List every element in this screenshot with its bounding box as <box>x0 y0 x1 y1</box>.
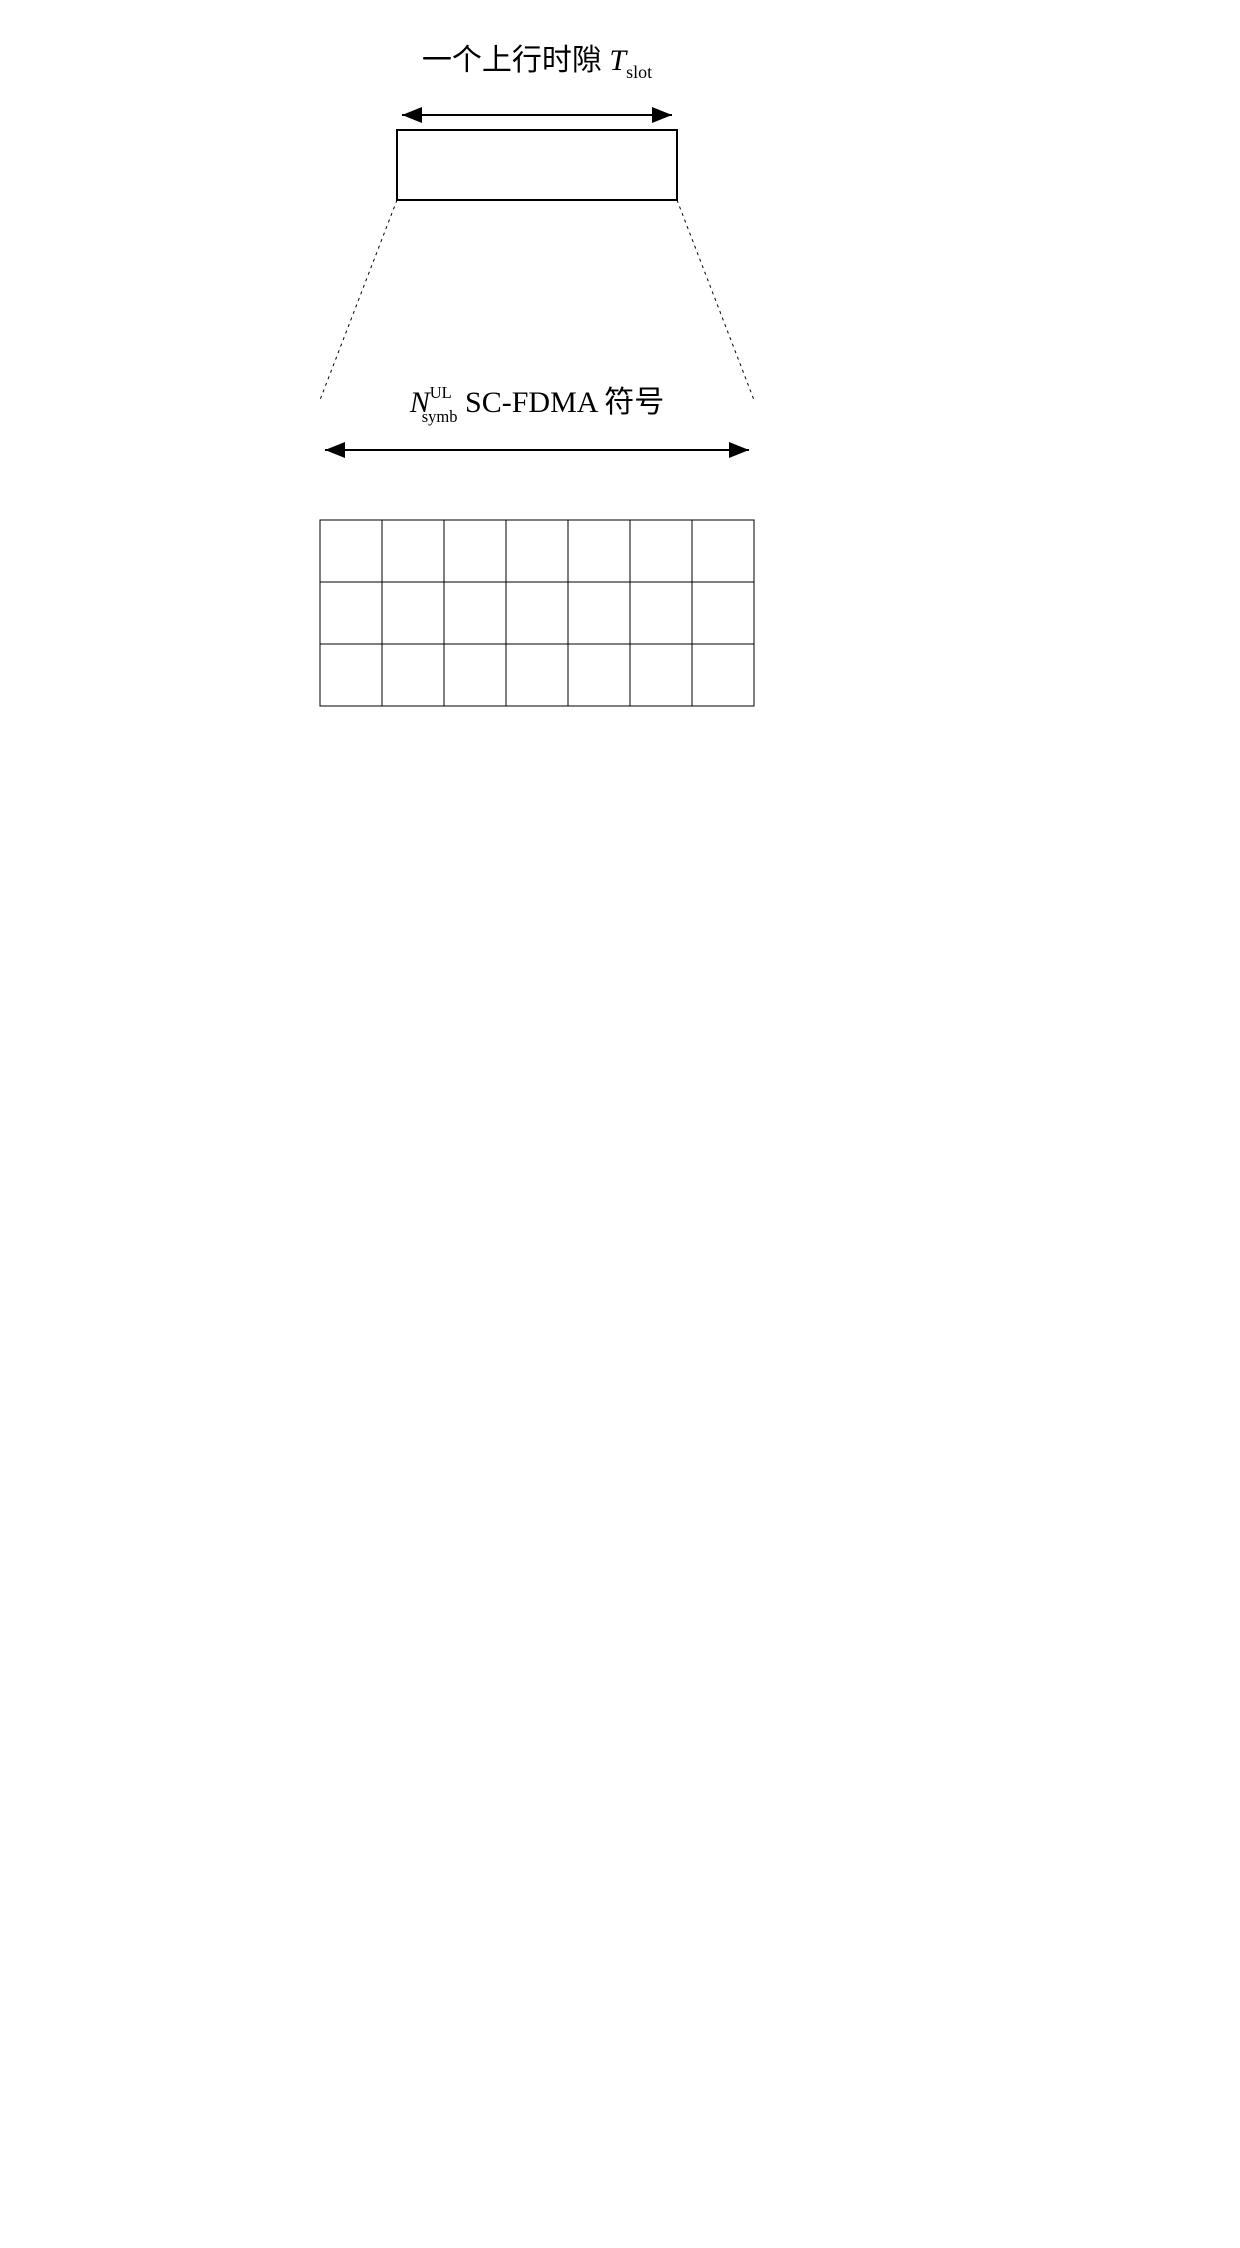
slot-box <box>397 130 677 200</box>
grid-cell <box>630 582 692 644</box>
slot-label: 一个上行时隙 Tslot <box>422 44 652 82</box>
guide-line-left <box>320 200 397 400</box>
grid-cell <box>692 644 754 706</box>
grid-cell <box>506 582 568 644</box>
grid-cell <box>320 644 382 706</box>
grid-cell <box>444 644 506 706</box>
grid-cell <box>568 644 630 706</box>
grid-cell <box>568 520 630 582</box>
grid-cell <box>506 644 568 706</box>
grid-cell <box>630 644 692 706</box>
guide-line-right <box>677 200 754 400</box>
grid-cell <box>320 582 382 644</box>
resource-grid-diagram: 一个上行时隙 Tslot NULsymb SC-FDMA 符号 <box>20 20 1220 2220</box>
grid-cell <box>506 520 568 582</box>
grid-cell <box>444 520 506 582</box>
symbols-label: NULsymb SC-FDMA 符号 <box>409 383 665 426</box>
grid-cell <box>630 520 692 582</box>
grid-cell <box>320 520 382 582</box>
grid-cell <box>692 582 754 644</box>
grid-cell <box>692 520 754 582</box>
grid-cell <box>382 582 444 644</box>
grid-cell <box>444 582 506 644</box>
grid-cell <box>382 644 444 706</box>
grid-cell <box>382 520 444 582</box>
grid-cell <box>568 582 630 644</box>
